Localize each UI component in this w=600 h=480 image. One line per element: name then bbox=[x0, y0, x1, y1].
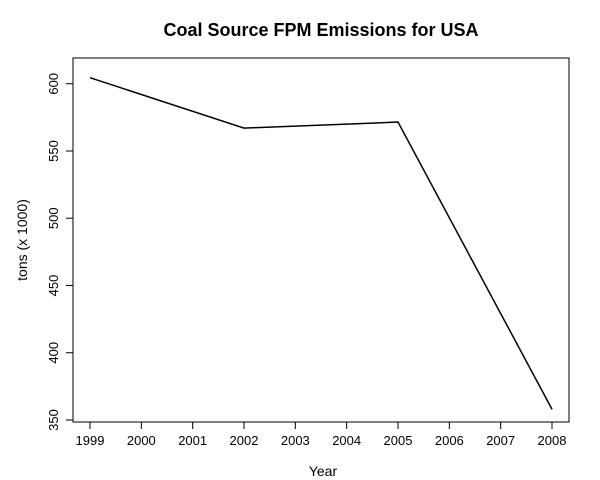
x-tick-label: 2005 bbox=[384, 433, 413, 448]
x-tick-label: 2001 bbox=[178, 433, 207, 448]
x-tick-label: 2004 bbox=[332, 433, 361, 448]
x-tick-label: 1999 bbox=[76, 433, 105, 448]
x-tick-label: 2000 bbox=[127, 433, 156, 448]
x-axis: 1999 2000 2001 2002 2003 2004 2005 2006 2007 2008 bbox=[76, 421, 567, 448]
y-axis-label: tons (x 1000) bbox=[14, 199, 30, 281]
x-tick-label: 2003 bbox=[281, 433, 310, 448]
y-tick-label: 450 bbox=[46, 275, 61, 297]
y-tick-label: 550 bbox=[46, 140, 61, 162]
y-axis: 350 400 450 500 550 600 bbox=[46, 73, 74, 431]
y-tick-label: 400 bbox=[46, 342, 61, 364]
emissions-series-line bbox=[89, 76, 553, 410]
chart-title: Coal Source FPM Emissions for USA bbox=[163, 20, 478, 40]
plot-frame bbox=[72, 57, 570, 423]
series-layer bbox=[89, 76, 553, 410]
y-tick-label: 500 bbox=[46, 207, 61, 229]
x-tick-label: 2002 bbox=[230, 433, 259, 448]
y-tick-label: 350 bbox=[46, 409, 61, 431]
x-tick-label: 2006 bbox=[435, 433, 464, 448]
x-tick-label: 2007 bbox=[486, 433, 515, 448]
y-tick-label: 600 bbox=[46, 73, 61, 95]
x-tick-label: 2008 bbox=[538, 433, 567, 448]
x-axis-label: Year bbox=[309, 463, 338, 479]
